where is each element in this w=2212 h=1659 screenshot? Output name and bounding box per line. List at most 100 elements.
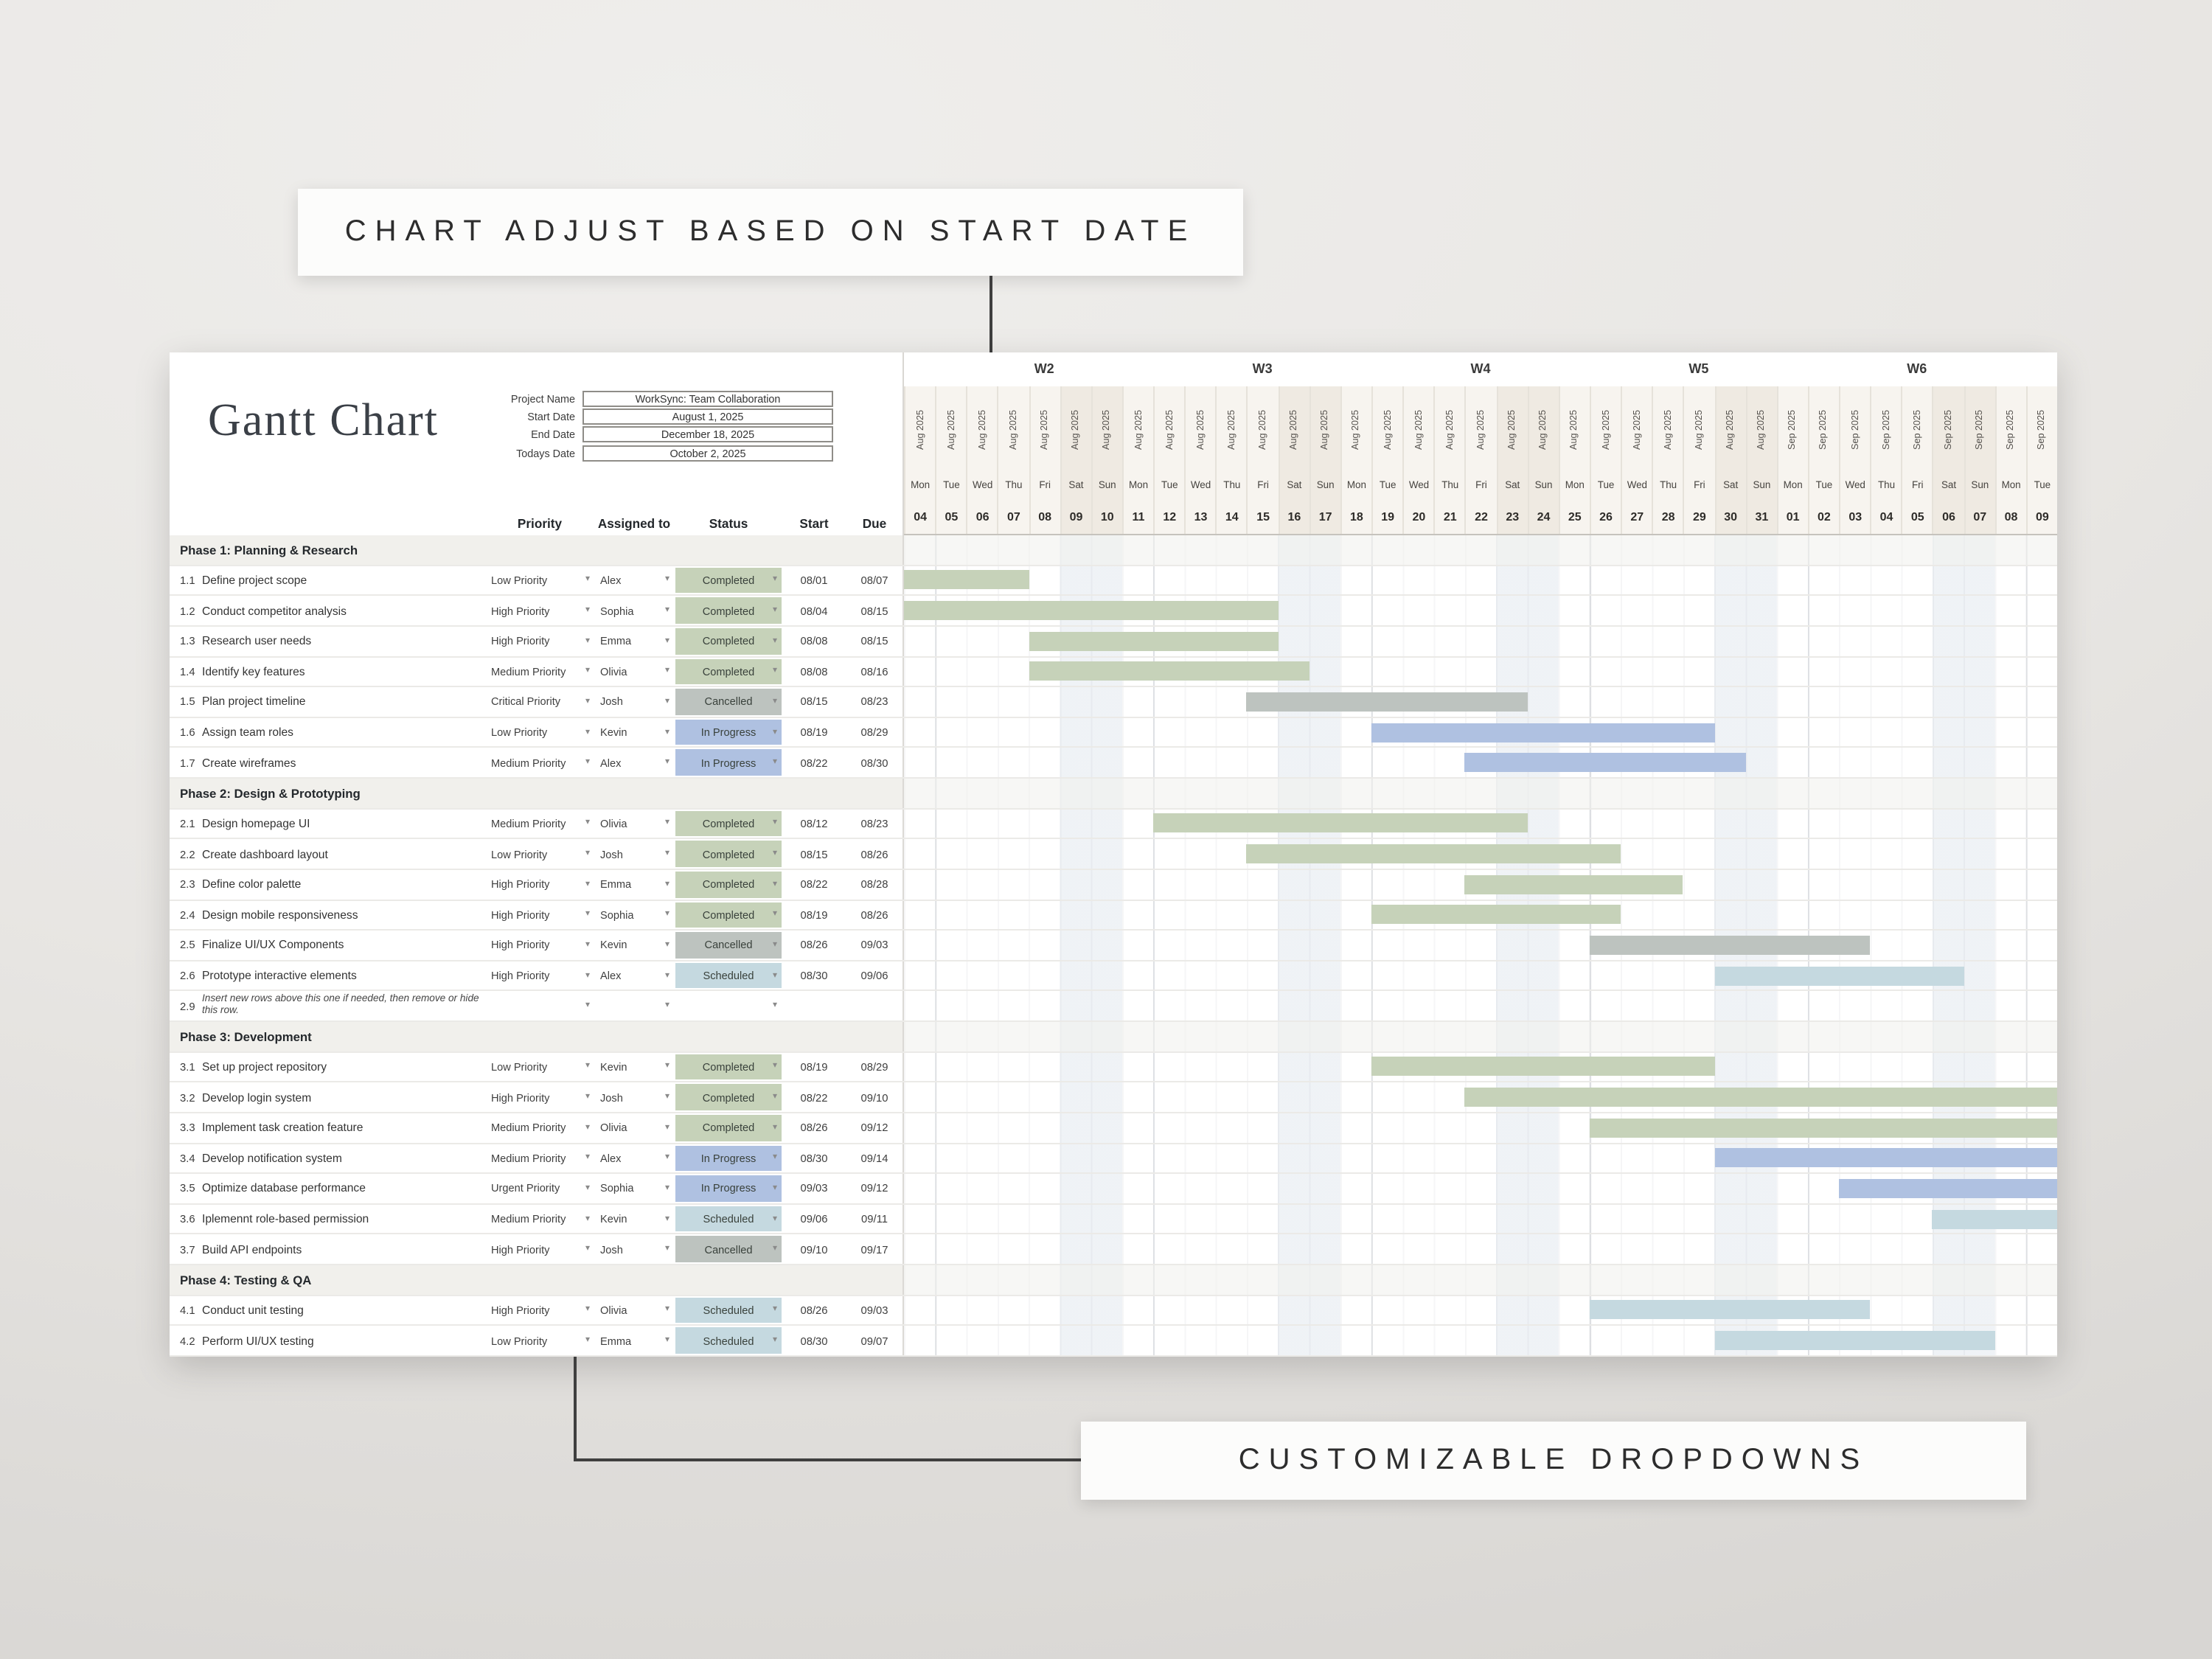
day-of-week-label: Mon [1340,472,1371,498]
task-assignee-dropdown[interactable]: Josh ▾ [594,840,674,869]
task-priority-dropdown[interactable]: High Priority ▾ [485,627,594,655]
task-status-dropdown[interactable]: Completed ▾ [675,567,782,594]
task-status-dropdown[interactable]: Cancelled ▾ [675,689,782,715]
task-priority-dropdown[interactable]: High Priority ▾ [485,1235,594,1264]
task-assignee-dropdown[interactable]: Kevin ▾ [594,1205,674,1234]
task-row: 3.5 Optimize database performance Urgent P… [170,1174,2057,1205]
gantt-bar [1714,966,1964,986]
task-priority-dropdown[interactable]: Medium Priority ▾ [485,809,594,838]
task-status-dropdown[interactable]: In Progress ▾ [675,719,782,745]
task-assignee-dropdown[interactable]: Josh ▾ [594,687,674,716]
month-column-cell: Aug 2025 [1278,386,1310,472]
task-status-dropdown[interactable]: Completed ▾ [675,1084,782,1110]
project-info-value-cell[interactable]: December 18, 2025 [582,426,833,443]
month-label: Aug 2025 [1320,409,1331,449]
task-priority-dropdown[interactable]: High Priority ▾ [485,1295,594,1324]
task-priority-dropdown[interactable]: Medium Priority ▾ [485,657,594,686]
task-priority-dropdown[interactable]: High Priority ▾ [485,1083,594,1112]
timeline-header: W2 W3 W4 W5 W6 Aug 2025 Aug 2025 Aug 2025 Aug 2… [904,352,2057,535]
task-assignee-dropdown[interactable]: Alex ▾ [594,961,674,990]
status-value: Scheduled [703,1334,754,1348]
task-assignee-dropdown[interactable]: Olivia ▾ [594,1295,674,1324]
dropdown-arrow-icon: ▾ [664,1153,669,1163]
day-of-week-label: Thu [997,472,1029,498]
task-status-dropdown[interactable]: In Progress ▾ [675,1175,782,1202]
task-status-dropdown[interactable]: Completed ▾ [675,1054,782,1080]
task-name: Design homepage UI [202,816,310,830]
task-assignee-dropdown[interactable]: Alex ▾ [594,1144,674,1172]
task-status-dropdown[interactable]: ▾ [675,993,782,1019]
assignee-value: Emma [600,877,632,891]
task-priority-dropdown[interactable]: Medium Priority ▾ [485,1205,594,1234]
callout-top-text: CHART ADJUST BASED ON START DATE [344,215,1197,248]
task-assignee-dropdown[interactable]: Sophia ▾ [594,597,674,625]
task-status-dropdown[interactable]: Completed ▾ [675,841,782,867]
gantt-bar [1464,753,1746,773]
task-id: 1.6 [180,726,195,740]
task-priority-dropdown[interactable]: Low Priority ▾ [485,840,594,869]
task-assignee-dropdown[interactable]: Emma ▾ [594,627,674,655]
task-status-dropdown[interactable]: Completed ▾ [675,658,782,685]
task-priority-dropdown[interactable]: Low Priority ▾ [485,718,594,747]
project-info-value-cell[interactable]: October 2, 2025 [582,445,833,462]
task-assignee-dropdown[interactable]: Emma ▾ [594,870,674,899]
task-id: 3.3 [180,1121,195,1135]
task-assignee-dropdown[interactable]: Olivia ▾ [594,809,674,838]
task-assignee-dropdown[interactable]: Kevin ▾ [594,1052,674,1081]
task-due-date: 09/12 [860,1121,888,1135]
task-id: 1.3 [180,634,195,648]
task-status-dropdown[interactable]: In Progress ▾ [675,749,782,776]
day-number-label: 11 [1121,498,1153,534]
task-assignee-dropdown[interactable]: Olivia ▾ [594,657,674,686]
priority-value: Medium Priority [491,756,566,770]
task-row: 2.4 Design mobile responsiveness High Prio… [170,900,2057,931]
task-assignee-dropdown[interactable]: Josh ▾ [594,1235,674,1264]
day-number-label: 08 [1994,498,2025,534]
day-of-week-label: Tue [935,472,966,498]
task-priority-dropdown[interactable]: Low Priority ▾ [485,566,594,594]
task-status-dropdown[interactable]: Cancelled ▾ [675,1236,782,1262]
gantt-bar [1153,813,1528,833]
month-column-cell: Sep 2025 [1839,386,1870,472]
task-priority-dropdown[interactable]: Medium Priority ▾ [485,1113,594,1142]
task-status-dropdown[interactable]: Scheduled ▾ [675,1206,782,1232]
task-priority-dropdown[interactable]: Low Priority ▾ [485,1052,594,1081]
task-status-dropdown[interactable]: Completed ▾ [675,627,782,654]
task-status-dropdown[interactable]: Completed ▾ [675,597,782,624]
task-status-dropdown[interactable]: Scheduled ▾ [675,962,782,989]
task-priority-dropdown[interactable]: Medium Priority ▾ [485,748,594,777]
task-status-dropdown[interactable]: Cancelled ▾ [675,932,782,959]
task-assignee-dropdown[interactable]: Josh ▾ [594,1083,674,1112]
task-priority-dropdown[interactable]: High Priority ▾ [485,900,594,929]
task-assignee-dropdown[interactable]: Alex ▾ [594,748,674,777]
task-status-dropdown[interactable]: Scheduled ▾ [675,1327,782,1354]
task-assignee-dropdown[interactable]: Emma ▾ [594,1326,674,1355]
task-priority-dropdown[interactable]: Low Priority ▾ [485,1326,594,1355]
task-status-dropdown[interactable]: In Progress ▾ [675,1145,782,1172]
task-priority-dropdown[interactable]: High Priority ▾ [485,931,594,959]
task-priority-dropdown[interactable]: Urgent Priority ▾ [485,1174,594,1203]
task-priority-dropdown[interactable]: High Priority ▾ [485,597,594,625]
task-assignee-dropdown[interactable]: Olivia ▾ [594,1113,674,1142]
task-assignee-dropdown[interactable]: Kevin ▾ [594,718,674,747]
task-assignee-dropdown[interactable]: ▾ [594,992,674,1020]
task-assignee-dropdown[interactable]: Sophia ▾ [594,900,674,929]
project-info-value-cell[interactable]: August 1, 2025 [582,408,833,425]
task-status-dropdown[interactable]: Scheduled ▾ [675,1297,782,1324]
task-status-dropdown[interactable]: Completed ▾ [675,1114,782,1141]
task-priority-dropdown[interactable]: ▾ [485,992,594,1020]
status-value: Cancelled [704,1242,753,1256]
task-assignee-dropdown[interactable]: Kevin ▾ [594,931,674,959]
project-info-value-cell[interactable]: WorkSync: Team Collaboration [582,390,833,407]
task-priority-dropdown[interactable]: Medium Priority ▾ [485,1144,594,1172]
task-priority-dropdown[interactable]: High Priority ▾ [485,961,594,990]
task-priority-dropdown[interactable]: High Priority ▾ [485,870,594,899]
task-assignee-dropdown[interactable]: Sophia ▾ [594,1174,674,1203]
task-assignee-dropdown[interactable]: Alex ▾ [594,566,674,594]
task-due-date: 08/29 [860,726,888,740]
task-status-dropdown[interactable]: Completed ▾ [675,902,782,928]
project-info-label: End Date [531,428,575,442]
task-status-dropdown[interactable]: Completed ▾ [675,810,782,837]
task-priority-dropdown[interactable]: Critical Priority ▾ [485,687,594,716]
task-status-dropdown[interactable]: Completed ▾ [675,871,782,897]
